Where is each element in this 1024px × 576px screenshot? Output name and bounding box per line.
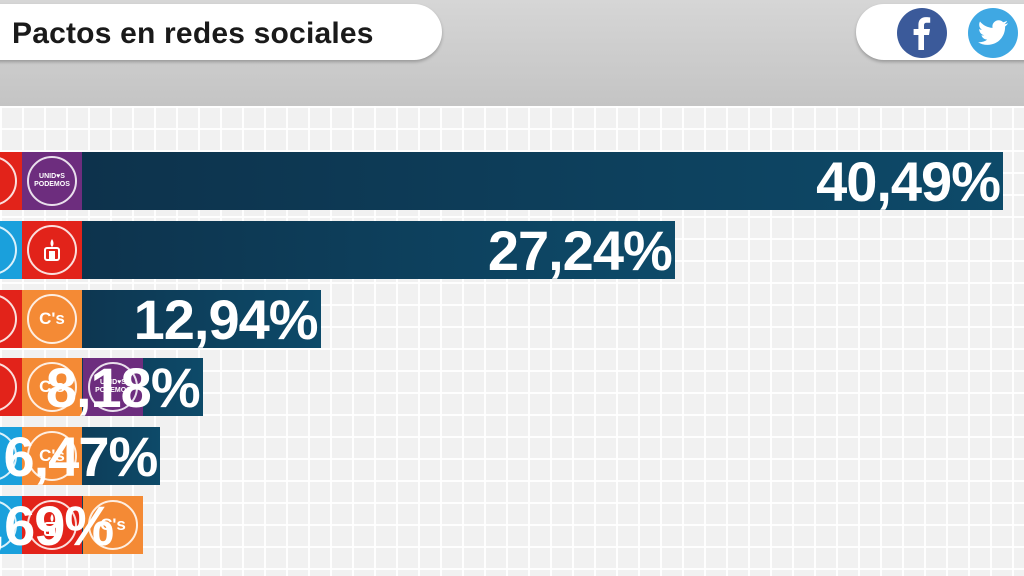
bar-row: C's 12,94% — [0, 288, 321, 351]
page-title: Pactos en redes sociales — [12, 17, 374, 50]
bar-value-label: 12,94% — [133, 288, 319, 351]
facebook-share-button[interactable] — [897, 8, 947, 58]
cs-logo-icon: C's — [27, 362, 77, 412]
bar — [0, 221, 675, 279]
bar-value-label: 4,69% — [0, 494, 114, 557]
title-pill: Pactos en redes sociales — [0, 4, 442, 60]
psoe-logo-icon — [0, 362, 17, 412]
pp-badge — [0, 427, 22, 485]
bar-value-label: 27,24% — [487, 219, 673, 282]
psoe-badge — [0, 152, 22, 210]
cs-badge: C's — [83, 496, 143, 554]
bar-value-label: 8,18% — [45, 356, 201, 419]
cs-logo-icon: C's — [88, 500, 138, 550]
cs-badge: C's — [22, 290, 82, 348]
pp-badge — [0, 221, 22, 279]
twitter-icon — [978, 20, 1009, 45]
bar-row: UNID♥S PODEMOS 40,49% — [0, 150, 1003, 213]
cs-badge: C's — [22, 427, 82, 485]
bar-value-label: 40,49% — [816, 150, 1001, 213]
pp-badge — [0, 496, 22, 554]
psoe-badge — [0, 358, 22, 416]
podemos-badge: UNID♥S PODEMOS — [83, 358, 143, 416]
cs-badge: C's — [22, 358, 82, 416]
bar-row: 27,24% — [0, 219, 675, 282]
psoe-logo-icon — [0, 294, 17, 344]
bar-value-label: 6,47% — [3, 425, 158, 488]
facebook-icon — [913, 17, 931, 50]
bar-row: C's 6,47% — [0, 425, 161, 488]
pp-logo-icon — [0, 225, 17, 275]
cs-logo-icon: C's — [27, 294, 77, 344]
psoe-badge — [22, 221, 82, 279]
bar-row: C's UNID♥S PODEMOS 8,18% — [0, 356, 203, 419]
psoe-badge — [0, 290, 22, 348]
psoe-badge — [22, 496, 82, 554]
cs-logo-icon: C's — [27, 431, 77, 481]
bar-row: C's4,69% — [0, 494, 143, 557]
bar — [0, 152, 1003, 210]
psoe-logo-icon — [27, 500, 77, 550]
podemos-logo-icon: UNID♥S PODEMOS — [88, 362, 138, 412]
podemos-logo-icon: UNID♥S PODEMOS — [27, 156, 77, 206]
twitter-share-button[interactable] — [968, 8, 1018, 58]
psoe-logo-icon — [0, 156, 17, 206]
psoe-logo-icon — [27, 225, 77, 275]
podemos-badge: UNID♥S PODEMOS — [22, 152, 82, 210]
